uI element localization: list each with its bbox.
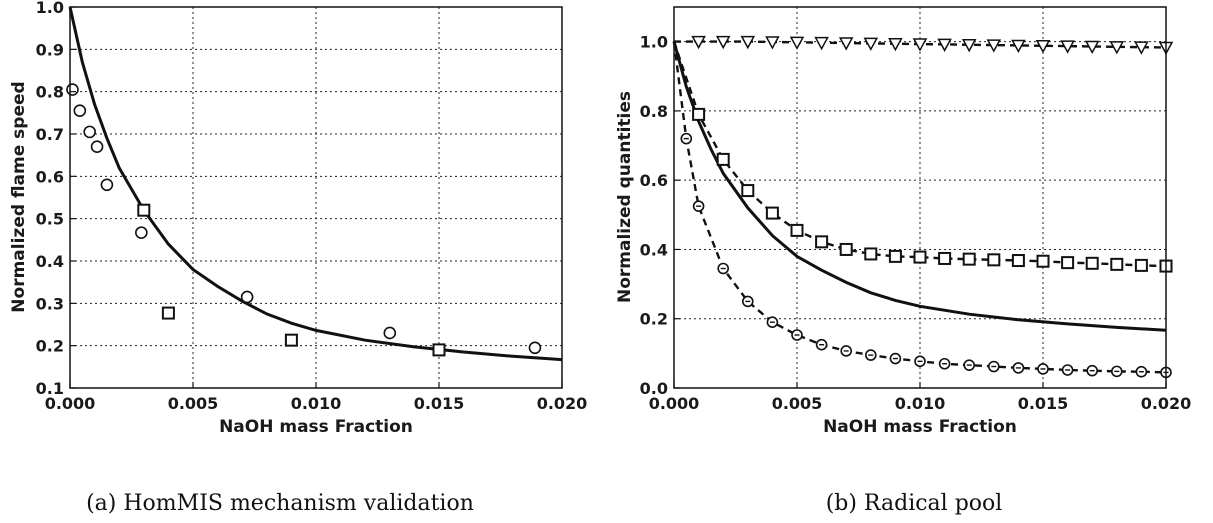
panel-b-series-2-line	[672, 41, 1167, 268]
panel-a-x-tick-label: 0.005	[168, 394, 219, 413]
panel-a-y-tick-label: 0.7	[36, 125, 64, 144]
panel-b-series-1-marker	[765, 36, 780, 50]
panel-b-series-1-marker	[1035, 40, 1051, 54]
panel-b-series-2-marker	[962, 252, 976, 266]
panel-b-series	[672, 35, 1174, 379]
panel-a-y-tick-label: 0.1	[36, 379, 64, 398]
panel-a-y-tick-label: 0.3	[36, 294, 64, 313]
panel-a-x-axis-label: NaOH mass Fraction	[219, 417, 413, 437]
panel-b-series-2-marker	[1061, 256, 1075, 270]
panel-b-series-1-marker	[986, 39, 1002, 53]
panel-b-series-2-marker	[1011, 254, 1025, 268]
panel-b-series-2-marker	[888, 249, 902, 263]
panel-b-grid	[674, 7, 1166, 388]
panel-a-x-tick-label: 0.010	[291, 394, 342, 413]
panel-b-series-2-marker	[790, 223, 804, 237]
panel-a-series-1-marker	[100, 178, 114, 192]
panel-b-series-2-marker	[1036, 254, 1050, 268]
panel-a-series-0-line	[68, 6, 563, 362]
panel-b-series-1-marker	[814, 36, 829, 51]
panel-b-y-axis-label: Normalized quantities	[615, 91, 635, 303]
panel-b-y-tick-label: 0.2	[640, 310, 668, 329]
panel-b-series-0-line	[672, 41, 1167, 332]
panel-b-series-2-marker	[1134, 258, 1148, 272]
panel-a-y-tick-label: 0.4	[36, 252, 64, 271]
panel-b-y-tick-label: 0.0	[640, 379, 668, 398]
panel-a-ticks: 0.000 0.005 0.010 0.015 0.020 0.1 0.2 0.3 0.4 0.5…	[36, 0, 588, 413]
panel-a: 0.000 0.005 0.010 0.015 0.020 0.1 0.2 0.3 0.4 0.5…	[9, 0, 587, 516]
panel-b-caption: (b) Radical pool	[826, 491, 1003, 516]
panel-b-series-2-marker	[692, 107, 706, 121]
panel-a-y-axis-label: Normalized flame speed	[9, 81, 29, 312]
panel-a-series-1-marker	[83, 125, 96, 139]
panel-a-y-tick-label: 0.2	[36, 337, 64, 356]
panel-a-series-1-marker	[66, 83, 79, 96]
panel-b-series-1-marker	[937, 38, 952, 52]
panel-b-series-1-marker	[1084, 40, 1100, 55]
panel-a-series-2-marker	[284, 333, 298, 347]
panel-a-y-tick-label: 0.8	[36, 83, 64, 102]
panel-b-x-tick-label: 0.000	[649, 394, 700, 413]
panel-b-series-1-marker	[888, 37, 903, 52]
panel-b-series-2-marker	[765, 206, 779, 220]
panel-b-series-1-marker	[715, 35, 731, 50]
panel-b-series-1-marker	[838, 37, 854, 51]
panel-a-series-1-marker	[383, 326, 397, 340]
panel-b-series-2-marker	[839, 242, 853, 256]
panel-b-series-2-marker	[987, 253, 1001, 267]
panel-a-series-1-marker	[73, 104, 87, 118]
panel-a-x-tick-label: 0.015	[414, 394, 465, 413]
panel-b-y-tick-label: 0.8	[640, 102, 668, 121]
panel-b-series-1-marker	[863, 37, 879, 51]
panel-a-x-tick-label: 0.000	[45, 394, 96, 413]
panel-b-series-1-marker	[1109, 41, 1125, 55]
panel-b-series-1-marker	[912, 38, 928, 52]
panel-a-series-2-marker	[161, 306, 175, 320]
panel-b-series-2-marker	[1110, 257, 1124, 271]
panel-b: 0.000 0.005 0.010 0.015 0.020 0.0 0.2 0.4 0.6 0.8…	[615, 6, 1192, 516]
panel-a-series-2-marker	[137, 203, 151, 217]
panel-a-series-2-marker	[432, 343, 446, 357]
panel-a-y-tick-label: 0.5	[36, 210, 64, 229]
panel-b-y-tick-label: 1.0	[640, 33, 668, 52]
panel-b-series-2-marker	[815, 235, 829, 249]
panel-b-x-axis-label: NaOH mass Fraction	[823, 417, 1017, 437]
panel-a-y-tick-label: 1.0	[36, 0, 64, 17]
panel-a-series-1-marker	[240, 290, 254, 304]
panel-b-ticks: 0.000 0.005 0.010 0.015 0.020 0.0 0.2 0.4 0.6 0.8…	[640, 33, 1192, 413]
panel-b-series-1-marker	[789, 36, 805, 50]
panel-a-series-1-marker	[90, 140, 104, 153]
panel-b-series-2-marker	[1085, 256, 1099, 270]
panel-b-series-2-marker	[864, 247, 878, 261]
panel-b-series-1-marker	[1060, 40, 1075, 54]
panel-b-y-tick-label: 0.6	[640, 171, 668, 190]
panel-b-series-2-marker	[716, 152, 730, 166]
panel-b-series-2-marker	[938, 251, 952, 265]
panel-a-series-1-marker	[528, 341, 542, 355]
panel-b-y-tick-label: 0.4	[640, 240, 668, 259]
panel-b-series-1-marker	[740, 35, 756, 50]
panel-b-series-1-marker	[961, 39, 977, 53]
panel-b-series-1-marker	[1011, 39, 1026, 54]
panel-a-x-tick-label: 0.020	[537, 394, 588, 413]
panel-b-series-1-marker	[691, 35, 706, 50]
panel-a-grid	[70, 7, 562, 388]
panel-b-x-tick-label: 0.015	[1018, 394, 1069, 413]
panel-a-caption: (a) HomMIS mechanism validation	[86, 491, 474, 516]
panel-a-series-1-marker	[135, 226, 148, 239]
panel-b-x-tick-label: 0.005	[772, 394, 823, 413]
panel-b-series-1-marker	[1134, 41, 1149, 55]
panel-b-x-tick-label: 0.010	[895, 394, 946, 413]
panel-b-series-2-marker	[913, 250, 927, 264]
panel-a-y-tick-label: 0.9	[36, 40, 64, 59]
panel-b-x-tick-label: 0.020	[1141, 394, 1192, 413]
panel-a-y-tick-label: 0.6	[36, 167, 64, 186]
panel-a-series	[66, 6, 563, 362]
panel-b-series-2-marker	[741, 184, 755, 198]
panel-b-series-3-line	[672, 41, 1167, 374]
